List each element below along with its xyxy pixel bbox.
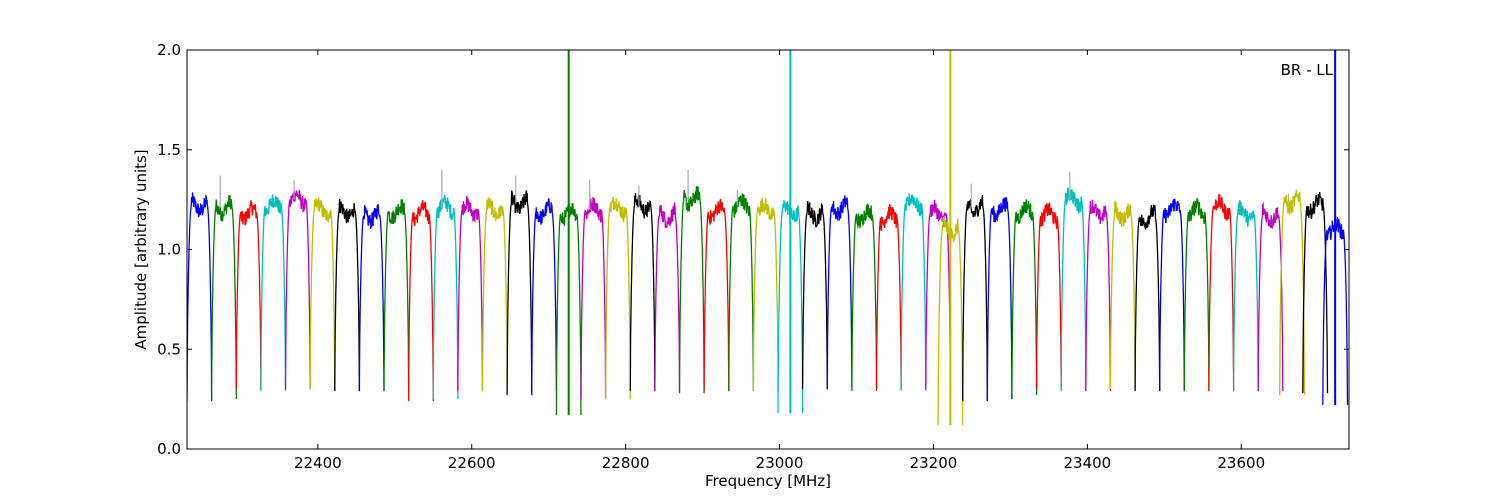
band-line-11 [457, 195, 484, 392]
band-line-39 [1134, 204, 1161, 392]
band-line-4 [284, 190, 311, 390]
y-tick-label: 1.5 [157, 141, 181, 159]
band-line-13 [506, 189, 533, 396]
y-tick-label: 2.0 [157, 41, 181, 59]
band-line-16 [580, 196, 607, 400]
band-line-1 [210, 195, 237, 400]
band-line-37 [1085, 199, 1112, 392]
band-line-36 [1060, 186, 1087, 392]
band-line-29 [900, 193, 927, 392]
band-line-8 [383, 199, 410, 392]
band-line-26 [826, 195, 853, 390]
band-line-41 [1183, 198, 1210, 392]
band-line-5 [309, 197, 336, 390]
band-line-35 [1035, 202, 1062, 390]
band-line-3 [260, 194, 287, 392]
band-line-25 [801, 200, 828, 390]
x-tick-label: 23600 [1217, 454, 1265, 472]
y-tick-label: 0.5 [157, 340, 181, 358]
band-line-9 [407, 200, 434, 402]
band-line-45 [1279, 189, 1306, 396]
x-axis-label: Frequency [MHz] [705, 472, 831, 490]
band-line-43 [1232, 199, 1259, 392]
band-line-27 [851, 203, 878, 392]
band-line-38 [1109, 201, 1136, 390]
y-tick-label: 1.0 [157, 241, 181, 259]
band-line-32 [962, 194, 988, 402]
band-line-34 [1011, 199, 1038, 396]
band-line-28 [875, 203, 902, 390]
band-line-42 [1208, 193, 1235, 392]
band-line-6 [334, 199, 361, 392]
x-tick-label: 22600 [448, 454, 496, 472]
tick-layer: 22400 22600 22800 23000 23200 23400 23600 0.0 0.… [157, 41, 1349, 472]
x-tick-label: 22800 [602, 454, 650, 472]
band-line-23 [752, 197, 779, 392]
x-tick-label: 23000 [756, 454, 804, 472]
band-line-46 [1302, 192, 1329, 394]
band-line-12 [481, 197, 508, 392]
x-tick-label: 23200 [910, 454, 958, 472]
band-line-44 [1257, 201, 1284, 392]
band-line-40 [1159, 198, 1185, 392]
y-tick-label: 0.0 [157, 440, 181, 458]
band-line-18 [629, 193, 656, 392]
band-line-21 [703, 198, 730, 392]
band-line-2 [235, 200, 262, 390]
band-line-17 [604, 196, 631, 400]
series-layer [187, 50, 1349, 426]
band-line-14 [531, 198, 558, 392]
band-line-30 [925, 199, 952, 390]
band-line-0 [187, 192, 213, 402]
x-tick-label: 22400 [294, 454, 342, 472]
x-tick-label: 23400 [1063, 454, 1111, 472]
band-line-33 [986, 197, 1013, 400]
band-line-19 [654, 202, 681, 392]
band-line-20 [678, 185, 705, 394]
y-axis-label: Amplitude [arbitrary units] [132, 149, 150, 349]
band-line-10 [432, 194, 459, 400]
band-line-7 [358, 204, 385, 392]
band-line-22 [728, 193, 755, 392]
annotation-label: BR - LL [1281, 61, 1334, 79]
